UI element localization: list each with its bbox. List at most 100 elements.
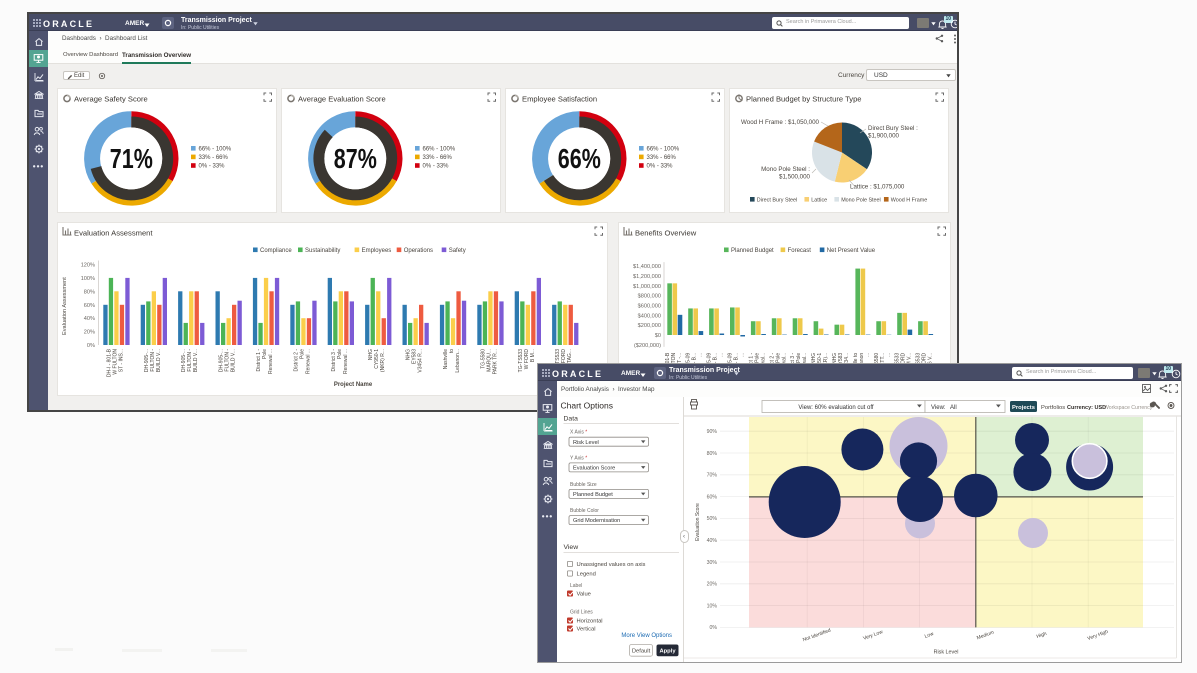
svg-text:View: View (564, 544, 579, 551)
svg-text:70%: 70% (707, 473, 718, 479)
svg-text:Unassigned values on axis: Unassigned values on axis (577, 562, 646, 568)
svg-text:Apply: Apply (659, 649, 676, 655)
svg-text:Medium: Medium (976, 630, 995, 642)
svg-text:DH-905-...: DH-905-... (144, 349, 150, 372)
svg-text:Planned Budget: Planned Budget (731, 248, 774, 254)
svg-text:$200,000: $200,000 (638, 323, 661, 329)
svg-text:DH-905-...: DH-905-... (181, 349, 187, 372)
svg-text:100%: 100% (81, 276, 95, 282)
svg-text:66% - 100%: 66% - 100% (199, 146, 232, 152)
svg-text:Planned Budget: Planned Budget (573, 492, 613, 498)
svg-text:Low: Low (924, 631, 935, 640)
svg-text:60%: 60% (84, 303, 95, 309)
svg-text:20%: 20% (84, 330, 95, 336)
svg-text:Mono Pole Steel :: Mono Pole Steel : (761, 166, 810, 173)
svg-text:...: ... (740, 353, 746, 357)
svg-text:Portfolios: Portfolios (1041, 405, 1065, 411)
svg-text:71%: 71% (110, 143, 153, 174)
svg-text:NHG: NHG (406, 349, 412, 360)
svg-text:$800,000: $800,000 (638, 294, 661, 300)
svg-text:33% - 66%: 33% - 66% (647, 155, 677, 161)
svg-text:Bubble Color: Bubble Color (570, 508, 599, 514)
svg-text:0% - 33%: 0% - 33% (199, 164, 226, 170)
svg-text:Evaluation Score: Evaluation Score (573, 466, 615, 472)
svg-text:View: 60% evaluation cut off: View: 60% evaluation cut off (798, 405, 873, 411)
svg-text:PARK TR...: PARK TR... (492, 349, 498, 374)
svg-text:Mono Pole Steel: Mono Pole Steel (841, 198, 881, 204)
svg-text:View:: View: (931, 405, 946, 411)
svg-text:FORD: FORD (561, 349, 567, 364)
svg-text:Default: Default (632, 649, 651, 655)
svg-text:BUILD V...: BUILD V... (193, 349, 199, 372)
svg-text:Horizontal: Horizontal (577, 619, 603, 625)
svg-text:B M...: B M... (530, 349, 536, 362)
svg-text:$0: $0 (655, 333, 661, 339)
svg-text:Forecast: Forecast (788, 248, 812, 254)
svg-text:CY950-1: CY950-1 (374, 349, 380, 369)
svg-text:Employee Satisfaction: Employee Satisfaction (522, 95, 597, 104)
svg-text:80%: 80% (84, 289, 95, 295)
svg-text:Projects: Projects (1012, 405, 1035, 411)
svg-text:Pole: Pole (796, 353, 802, 363)
svg-text:Risk Level: Risk Level (573, 440, 599, 446)
svg-text:$400,000: $400,000 (638, 313, 661, 319)
svg-text:0%: 0% (87, 343, 95, 349)
svg-text:50%: 50% (707, 516, 718, 522)
svg-text:$1,400,000: $1,400,000 (633, 264, 661, 270)
svg-text:Evaluation Score: Evaluation Score (695, 503, 701, 541)
svg-text:Lattice : $1,075,000: Lattice : $1,075,000 (850, 184, 905, 191)
svg-text:B M V...: B M V... (907, 353, 913, 370)
svg-text:Very Low: Very Low (862, 629, 884, 642)
svg-text:Label: Label (570, 583, 582, 589)
svg-text:NHG: NHG (832, 353, 838, 364)
svg-text:Renewal ...: Renewal ... (306, 349, 312, 374)
svg-text:Renewal ...: Renewal ... (343, 349, 349, 374)
svg-text:Currency: USD: Currency: USD (1067, 405, 1106, 411)
svg-text:66% - 100%: 66% - 100% (647, 146, 680, 152)
svg-text:Planned Budget by Structure Ty: Planned Budget by Structure Type (746, 95, 862, 104)
svg-text:Bubble Size: Bubble Size (570, 482, 597, 488)
svg-text:More View Options: More View Options (621, 633, 672, 639)
svg-text:Grid Modernisation: Grid Modernisation (573, 518, 620, 524)
svg-text:66% - 100%: 66% - 100% (423, 146, 456, 152)
svg-text:$1,500,000: $1,500,000 (779, 174, 811, 181)
svg-text:Benefits Overview: Benefits Overview (635, 229, 697, 238)
svg-text:120%: 120% (81, 263, 95, 269)
svg-text:X Axis *: X Axis * (570, 430, 587, 436)
svg-text:All: All (950, 405, 957, 411)
svg-text:(NKR)...: (NKR)... (823, 353, 829, 371)
svg-text:40%: 40% (84, 316, 95, 322)
svg-text:Lebanon...: Lebanon... (455, 349, 461, 373)
svg-text:W FULTON: W FULTON (112, 349, 118, 375)
svg-text:TS533: TS533 (555, 349, 561, 364)
svg-text:High: High (1036, 631, 1048, 640)
svg-text:20%: 20% (707, 582, 718, 588)
svg-text:Grid Lines: Grid Lines (570, 610, 593, 616)
svg-text:to: to (449, 349, 455, 353)
svg-text:V34...: V34... (844, 353, 850, 366)
svg-text:EY583: EY583 (838, 353, 844, 368)
svg-text:ST - INS...: ST - INS... (118, 349, 124, 372)
svg-text:Wood H Frame : $1,050,000: Wood H Frame : $1,050,000 (741, 119, 820, 126)
svg-text:Value: Value (577, 592, 591, 598)
svg-text:Lattice: Lattice (811, 198, 827, 204)
svg-text:NHG: NHG (368, 349, 374, 360)
svg-text:Project Name: Project Name (334, 382, 373, 388)
svg-text:Pole: Pole (337, 349, 343, 359)
svg-text:...: ... (865, 353, 871, 357)
svg-text:Net Present Value: Net Present Value (827, 248, 876, 254)
svg-text:Workspace Currency: Workspace Currency (1104, 405, 1153, 411)
svg-text:0%: 0% (710, 625, 718, 631)
svg-text:FULTON -: FULTON - (187, 349, 193, 372)
svg-text:0% - 33%: 0% - 33% (647, 164, 674, 170)
svg-text:Vertical: Vertical (577, 627, 596, 633)
svg-text:TG-5580: TG-5580 (874, 353, 880, 373)
svg-text:V3454 R...: V3454 R... (418, 349, 424, 373)
svg-text:Pole: Pole (775, 353, 781, 363)
svg-text:$600,000: $600,000 (638, 303, 661, 309)
svg-text:Renewal ...: Renewal ... (268, 349, 274, 374)
svg-text:Average Evaluation Score: Average Evaluation Score (298, 95, 386, 104)
svg-text:EY583: EY583 (412, 349, 418, 364)
svg-text:80%: 80% (707, 451, 718, 457)
svg-text:Y Axis *: Y Axis * (570, 455, 587, 461)
